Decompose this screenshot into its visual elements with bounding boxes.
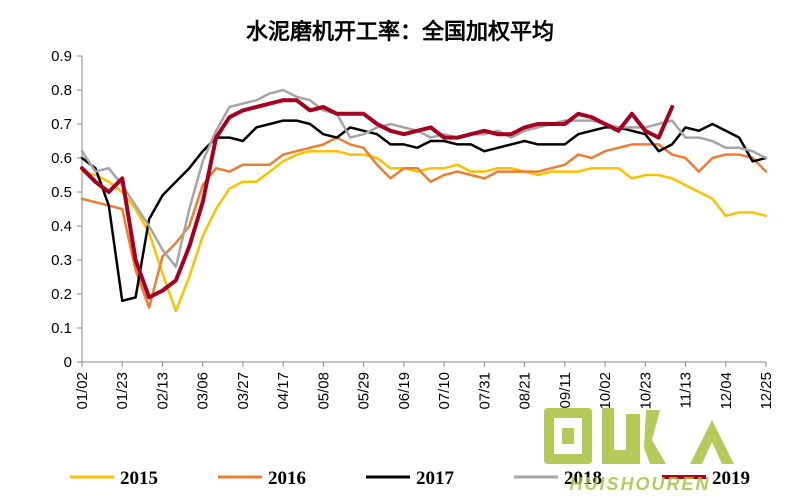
chart-title: 水泥磨机开工率：全国加权平均	[245, 20, 554, 45]
y-tick-label: 0.5	[51, 184, 72, 201]
chart-legend: 2015 2016 2017 2018 2019	[70, 468, 750, 489]
legend-label-2017: 2017	[416, 468, 455, 489]
legend-label-2016: 2016	[268, 468, 306, 489]
x-tick-label: 02/13	[154, 372, 171, 410]
series-layer	[80, 88, 768, 313]
series-line-2016	[80, 136, 768, 309]
y-tick-label: 0.1	[51, 320, 72, 337]
legend-label-2015: 2015	[120, 468, 158, 489]
x-tick-label: 01/23	[114, 372, 131, 410]
y-tick-label: 0.8	[51, 82, 72, 99]
watermark-text: HUISHOUREN	[569, 474, 711, 494]
series-line-2019	[80, 98, 675, 300]
y-tick-label: 0.2	[51, 286, 72, 303]
x-tick-label: 05/08	[315, 372, 332, 410]
watermark-logo	[544, 408, 734, 464]
x-tick-label: 03/27	[235, 372, 252, 410]
y-tick-label: 0.4	[51, 218, 72, 235]
y-tick-label: 0.9	[51, 48, 72, 65]
y-tick-label: 0.7	[51, 116, 72, 133]
legend-label-2019: 2019	[712, 468, 750, 489]
series-line-2015	[80, 149, 768, 313]
x-tick-label: 11/13	[678, 372, 695, 408]
x-tick-label: 07/31	[476, 372, 493, 410]
x-tick-label: 06/19	[396, 372, 413, 410]
y-tick-label: 0	[64, 354, 72, 371]
x-tick-label: 12/04	[718, 372, 735, 410]
x-tick-label: 01/02	[74, 372, 91, 410]
x-tick-label: 05/29	[356, 372, 373, 410]
series-line-2017	[80, 119, 768, 303]
x-tick-label: 12/25	[758, 372, 775, 410]
x-tick-label: 03/06	[195, 372, 212, 410]
x-tick-label: 08/21	[517, 372, 534, 410]
legend-label-2018: 2018	[564, 468, 602, 489]
x-tick-label: 10/23	[637, 372, 654, 410]
x-tick-label: 04/17	[275, 372, 292, 410]
series-line-2018	[80, 88, 768, 269]
x-tick-label: 10/02	[597, 372, 614, 410]
y-tick-label: 0.6	[51, 150, 72, 167]
chart-axes: 0 0.1 0.2 0.3 0.4 0.5 0.6 0.7 0.8 0.9 01/02 01/23 02…	[51, 48, 775, 410]
y-tick-label: 0.3	[51, 252, 72, 269]
x-tick-label: 09/11	[557, 372, 574, 408]
x-tick-label: 07/10	[436, 372, 453, 410]
